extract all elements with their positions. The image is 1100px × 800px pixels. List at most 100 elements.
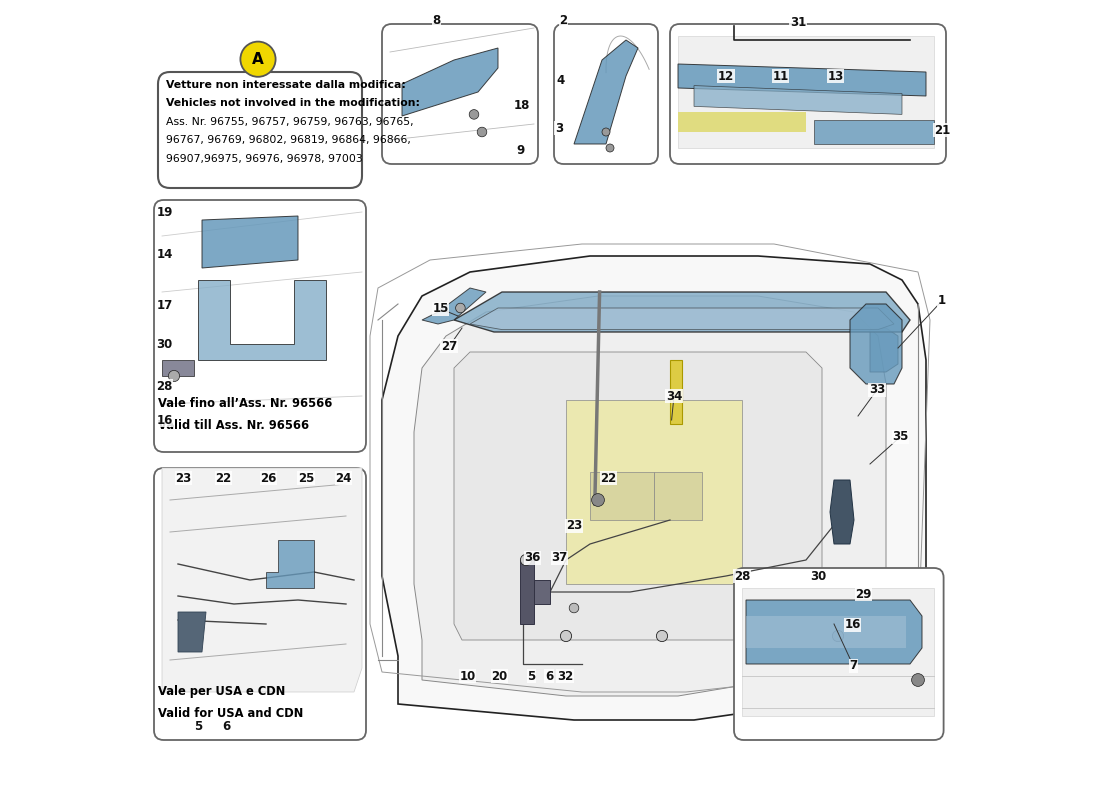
- Text: 21: 21: [934, 124, 950, 137]
- Text: A: A: [252, 52, 264, 66]
- Polygon shape: [519, 560, 534, 624]
- Polygon shape: [454, 352, 822, 640]
- Text: 28: 28: [734, 570, 750, 582]
- Text: 18: 18: [514, 99, 530, 112]
- Text: 4: 4: [557, 74, 564, 86]
- Text: 23: 23: [176, 472, 191, 485]
- FancyBboxPatch shape: [382, 24, 538, 164]
- Polygon shape: [670, 360, 682, 424]
- Text: Valid for USA and CDN: Valid for USA and CDN: [158, 707, 304, 720]
- Polygon shape: [162, 360, 194, 376]
- Polygon shape: [534, 580, 550, 604]
- Text: 30: 30: [811, 570, 827, 582]
- Polygon shape: [414, 296, 886, 696]
- Circle shape: [602, 128, 610, 136]
- Polygon shape: [162, 468, 362, 692]
- Circle shape: [455, 303, 465, 313]
- Polygon shape: [566, 400, 742, 584]
- Text: Vale fino all’Ass. Nr. 96566: Vale fino all’Ass. Nr. 96566: [158, 398, 332, 410]
- Circle shape: [560, 630, 572, 642]
- FancyBboxPatch shape: [654, 472, 702, 520]
- Polygon shape: [746, 600, 922, 664]
- Polygon shape: [374, 184, 950, 744]
- Polygon shape: [678, 64, 926, 96]
- Text: 20: 20: [492, 670, 508, 682]
- Text: Vetture non interessate dalla modifica:: Vetture non interessate dalla modifica:: [166, 80, 406, 90]
- Text: 12: 12: [718, 70, 734, 82]
- Text: Ass. Nr. 96755, 96757, 96759, 96763, 96765,: Ass. Nr. 96755, 96757, 96759, 96763, 967…: [166, 117, 414, 127]
- Text: 34: 34: [666, 390, 682, 402]
- Polygon shape: [382, 256, 926, 720]
- Text: 9: 9: [516, 144, 525, 157]
- Text: 23: 23: [565, 519, 582, 532]
- Text: 28: 28: [156, 380, 173, 393]
- Polygon shape: [574, 40, 638, 144]
- Text: 7: 7: [849, 659, 857, 672]
- Text: 13: 13: [827, 70, 844, 82]
- Polygon shape: [178, 612, 206, 652]
- Text: 36: 36: [525, 551, 540, 564]
- Polygon shape: [678, 36, 934, 148]
- Circle shape: [657, 630, 668, 642]
- Text: 96907,96975, 96976, 96978, 97003: 96907,96975, 96976, 96978, 97003: [166, 154, 363, 163]
- Text: 96767, 96769, 96802, 96819, 96864, 96866,: 96767, 96769, 96802, 96819, 96864, 96866…: [166, 135, 411, 146]
- FancyBboxPatch shape: [734, 568, 944, 740]
- FancyBboxPatch shape: [154, 468, 366, 740]
- Text: 6: 6: [546, 670, 553, 682]
- Polygon shape: [850, 304, 902, 384]
- Polygon shape: [678, 112, 806, 132]
- Text: 8: 8: [432, 14, 440, 26]
- Text: 35: 35: [892, 430, 909, 443]
- Text: 6: 6: [222, 720, 230, 733]
- Text: 29: 29: [856, 588, 872, 601]
- Text: 17: 17: [156, 299, 173, 312]
- FancyBboxPatch shape: [554, 24, 658, 164]
- Text: 15: 15: [432, 302, 449, 315]
- Circle shape: [241, 42, 276, 77]
- Polygon shape: [454, 292, 910, 332]
- Text: 30: 30: [156, 338, 173, 350]
- Circle shape: [569, 603, 579, 613]
- Polygon shape: [830, 480, 854, 544]
- Polygon shape: [870, 328, 898, 372]
- FancyBboxPatch shape: [158, 72, 362, 188]
- Text: passionFordparts.com: passionFordparts.com: [403, 378, 729, 550]
- Circle shape: [520, 554, 531, 566]
- Text: 2: 2: [560, 14, 568, 26]
- Polygon shape: [402, 48, 498, 116]
- Text: 16: 16: [844, 618, 860, 631]
- Text: 10: 10: [460, 670, 475, 682]
- FancyBboxPatch shape: [670, 24, 946, 164]
- Circle shape: [470, 110, 478, 119]
- Text: 31: 31: [790, 16, 806, 29]
- Text: 25: 25: [298, 472, 315, 485]
- Text: 3: 3: [554, 122, 563, 134]
- Text: 1: 1: [938, 294, 946, 307]
- Text: 14: 14: [156, 248, 173, 261]
- Polygon shape: [202, 216, 298, 268]
- Text: 37: 37: [551, 551, 568, 564]
- Circle shape: [606, 144, 614, 152]
- Circle shape: [168, 370, 179, 382]
- Text: Vale per USA e CDN: Vale per USA e CDN: [158, 686, 285, 698]
- Text: 5: 5: [194, 720, 202, 733]
- Text: 19: 19: [156, 206, 173, 218]
- Polygon shape: [746, 616, 906, 648]
- Circle shape: [592, 494, 604, 506]
- Text: 22: 22: [216, 472, 232, 485]
- Text: 11: 11: [772, 70, 789, 82]
- Text: 5: 5: [528, 670, 536, 682]
- Text: 16: 16: [156, 414, 173, 426]
- Polygon shape: [422, 288, 486, 324]
- Text: 33: 33: [869, 383, 886, 396]
- Polygon shape: [198, 280, 326, 360]
- Polygon shape: [814, 120, 934, 144]
- FancyBboxPatch shape: [154, 200, 366, 452]
- Circle shape: [833, 630, 844, 642]
- Circle shape: [477, 127, 487, 137]
- Polygon shape: [742, 588, 934, 716]
- Text: 26: 26: [261, 472, 276, 485]
- Text: Valid till Ass. Nr. 96566: Valid till Ass. Nr. 96566: [158, 419, 309, 432]
- Text: 27: 27: [441, 340, 458, 353]
- Text: 22: 22: [601, 472, 616, 485]
